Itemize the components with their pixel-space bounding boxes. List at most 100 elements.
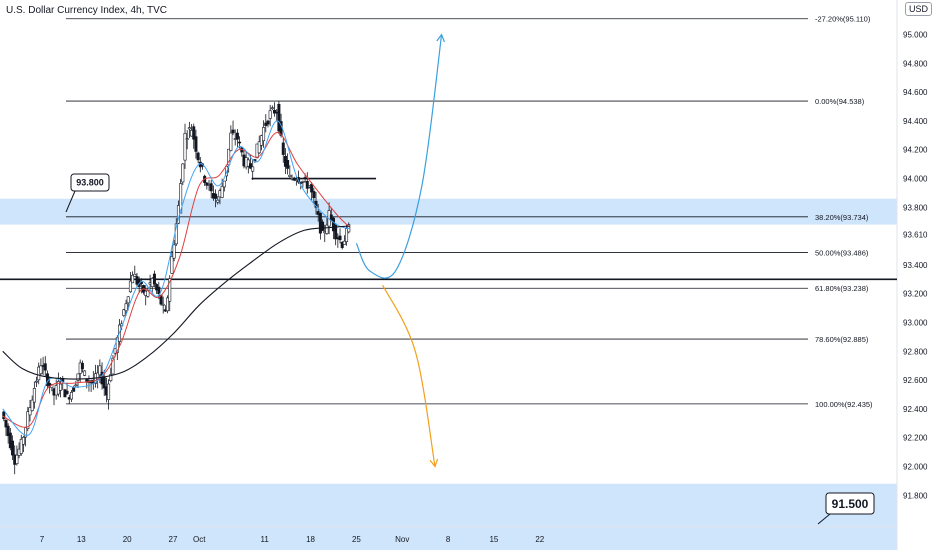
candle	[32, 388, 36, 403]
candle	[194, 136, 198, 152]
candle	[183, 133, 187, 161]
candle	[262, 127, 266, 142]
candle	[172, 244, 176, 259]
candle	[19, 439, 23, 454]
y-tick-label: 93.200	[903, 290, 928, 299]
candle	[124, 303, 128, 311]
candle	[257, 141, 261, 154]
candle	[168, 278, 172, 302]
candle	[179, 183, 183, 214]
y-tick-label: 92.000	[903, 462, 928, 471]
moving-average-line	[2, 225, 350, 380]
callout-lower-box	[825, 492, 875, 515]
fib-level-label: 50.00%(93.486)	[815, 249, 869, 258]
y-tick-label: 93.400	[903, 261, 928, 270]
candle	[273, 109, 277, 114]
candle	[310, 183, 314, 193]
callout-lower-label: 91.500	[832, 497, 869, 511]
y-tick-label: 92.200	[903, 434, 928, 443]
candle	[76, 373, 80, 381]
x-tick-label: 15	[489, 535, 498, 544]
projection-down-curve	[382, 284, 436, 467]
support-zone-0	[0, 198, 897, 225]
candle	[133, 273, 137, 277]
candle	[316, 211, 320, 215]
y-tick-label: 92.400	[903, 405, 928, 414]
x-tick-label: 27	[169, 535, 178, 544]
callout-lower-pointer	[817, 513, 831, 525]
x-tick-label: 25	[352, 535, 361, 544]
candle	[8, 432, 12, 449]
moving-average-line	[2, 132, 351, 428]
candle	[131, 275, 135, 284]
candle	[222, 180, 226, 188]
candle	[11, 440, 15, 456]
candle	[281, 142, 285, 155]
currency-badge[interactable]: USD	[905, 2, 932, 16]
candle	[181, 163, 185, 183]
x-tick-label: 8	[446, 535, 451, 544]
candle	[98, 365, 102, 376]
candle	[286, 159, 290, 169]
candle	[338, 235, 342, 241]
candle	[277, 103, 281, 132]
chart-title: U.S. Dollar Currency Index, 4h, TVC	[6, 5, 167, 16]
candle	[205, 182, 209, 186]
candle	[270, 107, 274, 110]
candle	[6, 425, 10, 437]
fib-level-label: 78.60%(92.885)	[815, 335, 869, 344]
candle	[83, 370, 87, 376]
candle	[196, 152, 200, 161]
candle	[238, 141, 242, 144]
candle	[39, 365, 43, 375]
candle	[251, 166, 255, 172]
x-tick-label: 13	[77, 535, 86, 544]
candle	[227, 148, 231, 166]
candle	[268, 110, 272, 119]
y-tick-label: 93.610	[903, 231, 928, 240]
candle	[152, 273, 156, 285]
candle	[312, 191, 316, 199]
y-tick-label: 92.800	[903, 347, 928, 356]
candle	[59, 383, 63, 391]
candle	[161, 303, 165, 306]
candle	[2, 411, 6, 420]
y-tick-label: 92.600	[903, 376, 928, 385]
fib-level-label: 0.00%(94.538)	[815, 97, 865, 106]
candle	[334, 224, 338, 240]
candle	[249, 163, 253, 169]
candle	[157, 286, 161, 295]
candle	[305, 181, 309, 189]
candle	[321, 221, 325, 231]
candle	[122, 309, 126, 316]
candle	[126, 296, 130, 304]
candle	[220, 185, 224, 198]
candle	[303, 177, 307, 179]
candle	[340, 242, 344, 248]
y-tick-label: 94.600	[903, 88, 928, 97]
candle	[301, 180, 305, 183]
candle	[166, 297, 170, 312]
candle	[187, 127, 191, 130]
candle	[30, 399, 34, 411]
candle	[266, 120, 270, 125]
candle	[35, 380, 39, 383]
projection-up-arrowhead	[436, 33, 446, 43]
projection-up-curve	[355, 34, 443, 279]
y-tick-label: 94.400	[903, 117, 928, 126]
callout-upper-pointer	[65, 190, 76, 213]
candle	[288, 174, 292, 177]
y-tick-label: 95.000	[903, 31, 928, 40]
candle	[192, 126, 196, 140]
x-tick-label: Oct	[193, 535, 206, 544]
x-tick-label: 7	[40, 535, 45, 544]
fib-level-label: 38.20%(93.734)	[815, 213, 869, 222]
candle	[214, 193, 218, 199]
fib-level-label: 61.80%(93.238)	[815, 284, 869, 293]
y-tick-label: 94.800	[903, 59, 928, 68]
x-tick-label: 18	[306, 535, 315, 544]
candle	[74, 384, 78, 387]
x-tick-label: 22	[535, 535, 544, 544]
candle	[229, 132, 233, 151]
